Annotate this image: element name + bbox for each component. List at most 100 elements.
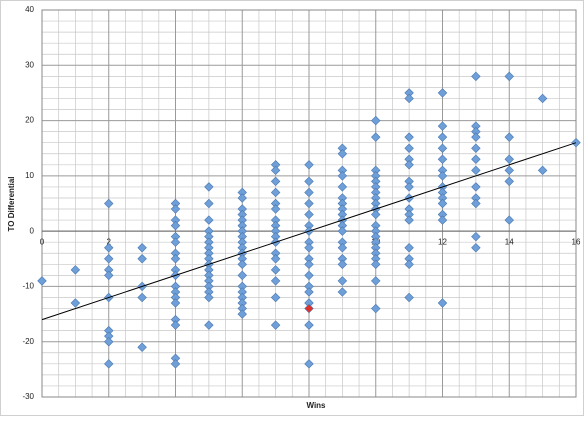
data-point — [337, 276, 348, 286]
data-point — [104, 270, 114, 281]
y-tick-label: 0 — [30, 226, 35, 235]
data-point — [404, 182, 414, 192]
y-tick-label: 40 — [25, 5, 34, 14]
y-tick-label: -30 — [22, 392, 34, 401]
data-point — [137, 254, 147, 264]
data-point — [270, 204, 281, 214]
data-point — [170, 204, 181, 214]
x-tick-label: 16 — [572, 237, 581, 246]
y-tick-label: 30 — [25, 60, 34, 69]
y-tick-label: 20 — [25, 116, 34, 125]
data-point — [404, 160, 414, 170]
data-point — [204, 320, 214, 330]
data-point — [270, 292, 281, 303]
data-point — [437, 215, 448, 225]
data-point — [471, 182, 481, 192]
data-point — [404, 93, 414, 104]
data-point — [537, 165, 548, 176]
x-tick-label: 14 — [505, 237, 514, 246]
data-point — [204, 198, 214, 209]
data-point — [337, 171, 348, 181]
data-point — [304, 243, 314, 253]
data-point — [471, 231, 481, 242]
data-point — [104, 198, 114, 209]
data-point — [270, 320, 281, 330]
data-point — [371, 276, 381, 286]
data-point — [270, 276, 281, 286]
data-point — [204, 182, 214, 192]
y-tick-label: -10 — [22, 282, 34, 291]
data-point — [471, 143, 481, 153]
data-point — [204, 292, 214, 303]
data-point — [304, 320, 314, 330]
data-point — [137, 342, 147, 352]
data-point — [437, 143, 448, 153]
data-point — [471, 154, 481, 164]
data-point — [337, 226, 348, 236]
data-point — [104, 359, 114, 369]
data-point — [504, 154, 514, 164]
data-point — [404, 143, 414, 153]
x-tick-label: 2 — [107, 237, 112, 246]
data-point — [304, 176, 314, 187]
data-point — [104, 336, 114, 347]
data-point — [304, 198, 314, 209]
data-point — [504, 71, 514, 82]
data-point — [237, 193, 247, 203]
data-point — [304, 259, 314, 270]
data-point — [237, 259, 247, 270]
data-point — [170, 298, 181, 308]
data-point — [304, 160, 314, 170]
data-point — [70, 298, 81, 308]
data-point — [304, 303, 314, 314]
data-point — [371, 303, 381, 314]
data-point — [137, 243, 147, 253]
data-point — [471, 198, 481, 209]
data-point — [137, 292, 147, 303]
data-point — [170, 254, 181, 264]
data-point — [537, 93, 548, 104]
data-point — [337, 149, 348, 159]
data-point — [304, 270, 314, 281]
x-axis-title: Wins — [306, 401, 326, 410]
data-point — [371, 132, 381, 142]
data-point — [104, 243, 114, 253]
data-point — [170, 237, 181, 247]
x-tick-label: 12 — [438, 237, 447, 246]
data-point — [204, 215, 214, 225]
x-tick-label: 0 — [40, 237, 45, 246]
y-tick-label: 10 — [25, 171, 34, 180]
data-point — [170, 320, 181, 330]
data-point — [504, 215, 514, 225]
plot-frame — [41, 9, 577, 398]
data-point — [270, 176, 281, 187]
data-point — [504, 176, 514, 187]
data-point — [471, 132, 481, 142]
data-point — [170, 220, 181, 231]
data-point — [404, 259, 414, 270]
y-tick-label: -20 — [22, 337, 34, 346]
data-point — [504, 132, 514, 142]
data-point — [404, 292, 414, 303]
data-point — [437, 198, 448, 209]
trendline — [41, 142, 577, 321]
data-point — [304, 209, 314, 220]
data-point — [404, 215, 414, 225]
data-point — [270, 265, 281, 275]
data-point — [371, 259, 381, 270]
data-point — [371, 209, 381, 220]
data-point — [237, 309, 247, 319]
data-point — [471, 243, 481, 253]
data-point — [404, 243, 414, 253]
data-point — [437, 154, 448, 164]
data-point — [437, 171, 448, 181]
data-point — [304, 359, 314, 369]
data-point — [270, 165, 281, 176]
data-point — [337, 287, 348, 297]
data-point — [270, 187, 281, 198]
y-axis-title: TO Differential — [7, 177, 16, 232]
data-point — [237, 270, 247, 281]
data-point — [471, 71, 481, 82]
